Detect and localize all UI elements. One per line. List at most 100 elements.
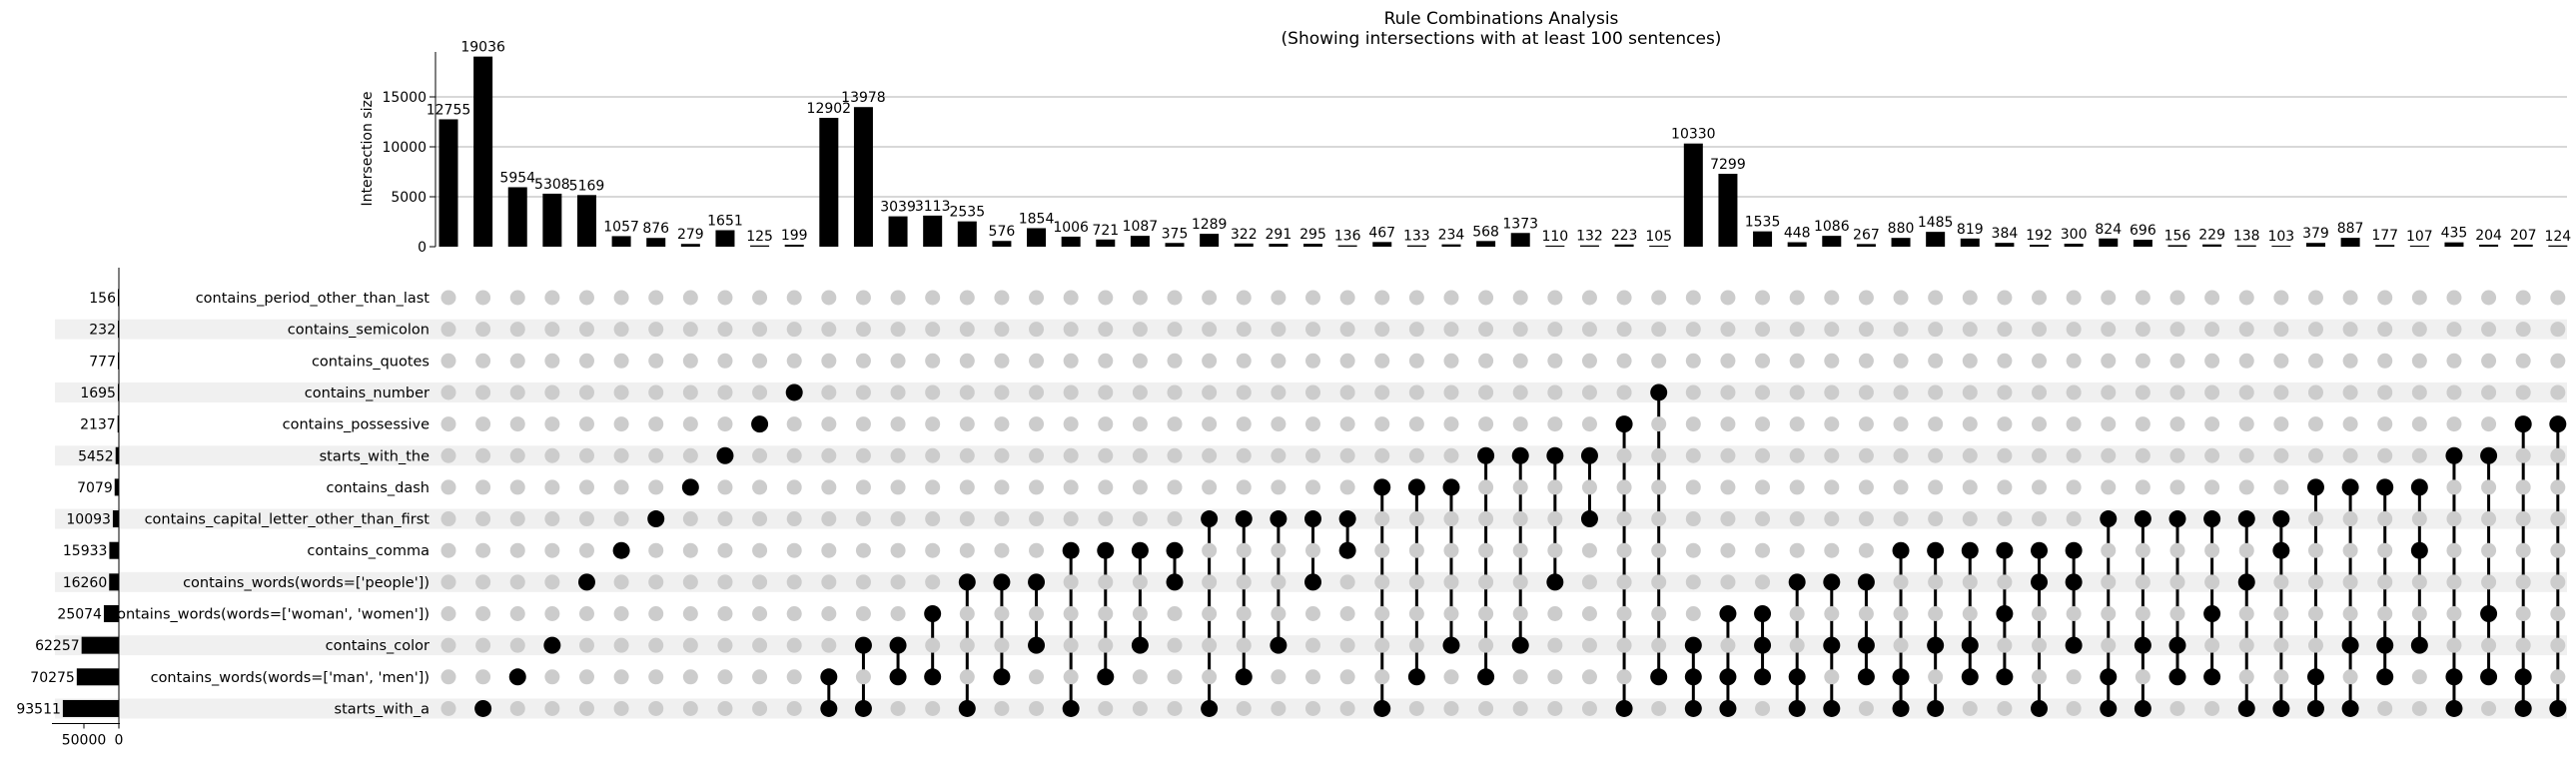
membership-dot-inactive — [1271, 479, 1287, 495]
intersection-bar — [542, 193, 562, 247]
membership-dot-inactive — [2273, 606, 2289, 621]
membership-dot-active — [1996, 605, 2014, 622]
membership-dot-inactive — [752, 574, 768, 590]
membership-dot-inactive — [994, 511, 1010, 527]
membership-dot-inactive — [1236, 637, 1252, 653]
membership-dot-inactive — [2411, 290, 2427, 306]
membership-dot-inactive — [2032, 669, 2048, 685]
intersection-bar — [2375, 245, 2395, 247]
membership-dot-active — [2203, 605, 2221, 622]
membership-dot-active — [2410, 541, 2428, 559]
membership-dot-inactive — [1685, 574, 1701, 590]
membership-dot-inactive — [1236, 290, 1252, 306]
membership-dot-inactive — [717, 637, 733, 653]
membership-dot-inactive — [509, 700, 525, 716]
membership-dot-inactive — [1271, 353, 1287, 369]
bar-value-label: 1086 — [1814, 219, 1850, 235]
membership-dot-inactive — [578, 669, 594, 685]
membership-dot-inactive — [648, 700, 664, 716]
membership-dot-inactive — [1651, 700, 1667, 716]
membership-dot-inactive — [2307, 574, 2323, 590]
membership-dot-inactive — [1616, 542, 1632, 558]
membership-dot-inactive — [1167, 385, 1183, 400]
membership-dot-active — [2134, 510, 2151, 528]
membership-dot-inactive — [1167, 479, 1183, 495]
membership-dot-inactive — [1789, 322, 1805, 338]
membership-dot-inactive — [786, 669, 802, 685]
intersection-bar — [1995, 243, 2015, 247]
membership-dot-inactive — [786, 606, 802, 621]
membership-dot-active — [2065, 636, 2083, 654]
membership-dot-inactive — [509, 416, 525, 432]
membership-dot-inactive — [2169, 700, 2185, 716]
membership-dot-inactive — [855, 542, 871, 558]
membership-dot-inactive — [613, 574, 629, 590]
membership-dot-inactive — [2550, 479, 2566, 495]
membership-dot-inactive — [752, 479, 768, 495]
membership-dot-inactive — [1305, 479, 1320, 495]
bar-value-label: 5308 — [534, 177, 570, 193]
intersection-bar — [750, 245, 770, 247]
membership-dot-inactive — [1305, 416, 1320, 432]
membership-dot-inactive — [1512, 322, 1528, 338]
membership-dot-inactive — [1547, 479, 1563, 495]
bar-value-label: 138 — [2233, 229, 2260, 245]
membership-dot-inactive — [2411, 669, 2427, 685]
intersection-bar — [2548, 245, 2568, 247]
set-size-label: 2137 — [80, 417, 116, 433]
intersection-bar — [1856, 244, 1876, 247]
set-size-tick-label: 50000 — [62, 732, 107, 748]
membership-dot-active — [2100, 699, 2118, 717]
membership-dot-active — [924, 605, 942, 622]
membership-dot-inactive — [1997, 637, 2013, 653]
intersection-bar — [888, 216, 908, 247]
membership-dot-inactive — [1236, 385, 1252, 400]
membership-dot-inactive — [1824, 669, 1840, 685]
bar-value-label: 384 — [1992, 226, 2019, 242]
membership-dot-inactive — [2307, 606, 2323, 621]
membership-dot-inactive — [2169, 416, 2185, 432]
membership-dot-inactive — [717, 700, 733, 716]
membership-dot-active — [820, 668, 838, 686]
membership-dot-inactive — [1997, 479, 2013, 495]
membership-dot-inactive — [1478, 290, 1494, 306]
membership-dot-inactive — [717, 669, 733, 685]
membership-dot-inactive — [786, 542, 802, 558]
membership-dot-active — [1823, 573, 1841, 591]
membership-dot-inactive — [1789, 416, 1805, 432]
membership-dot-active — [2237, 699, 2255, 717]
membership-dot-inactive — [1374, 353, 1390, 369]
membership-dot-active — [2410, 478, 2428, 496]
membership-dot-inactive — [2135, 574, 2150, 590]
y-axis-label: Intersection size — [360, 92, 376, 207]
set-size-label: 5452 — [78, 448, 114, 464]
membership-dot-inactive — [1651, 606, 1667, 621]
set-label: contains_words(words=['people']) — [183, 575, 429, 591]
membership-dot-inactive — [2032, 416, 2048, 432]
membership-dot-inactive — [1408, 353, 1424, 369]
membership-dot-active — [1338, 541, 1356, 559]
membership-dot-inactive — [1824, 511, 1840, 527]
membership-dot-inactive — [2032, 637, 2048, 653]
membership-dot-inactive — [544, 542, 560, 558]
membership-dot-inactive — [2204, 290, 2220, 306]
membership-dot-inactive — [2411, 700, 2427, 716]
set-size-bar — [117, 384, 119, 401]
membership-dot-inactive — [1997, 385, 2013, 400]
membership-dot-inactive — [959, 447, 975, 463]
membership-dot-inactive — [2273, 385, 2289, 400]
membership-dot-inactive — [2515, 447, 2531, 463]
membership-dot-inactive — [1755, 290, 1771, 306]
membership-dot-inactive — [2169, 353, 2185, 369]
set-label: contains_quotes — [312, 354, 429, 370]
membership-dot-inactive — [2169, 322, 2185, 338]
membership-dot-inactive — [2101, 322, 2117, 338]
membership-dot-inactive — [2135, 479, 2150, 495]
membership-dot-inactive — [821, 479, 837, 495]
membership-dot-inactive — [2342, 385, 2358, 400]
membership-dot-inactive — [1789, 447, 1805, 463]
membership-dot-inactive — [1029, 542, 1045, 558]
membership-dot-inactive — [890, 290, 906, 306]
membership-dot-inactive — [1685, 447, 1701, 463]
set-size-label: 62257 — [35, 638, 80, 654]
